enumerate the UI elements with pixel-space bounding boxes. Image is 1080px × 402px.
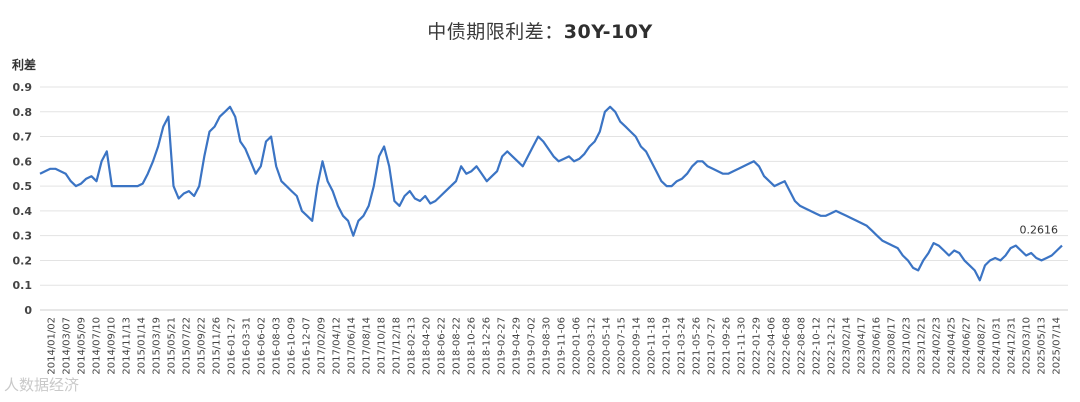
x-tick-label: 2018-02-13 bbox=[407, 317, 418, 375]
x-tick-label: 2016-08-03 bbox=[272, 317, 283, 375]
x-tick-label: 2014/11/13 bbox=[122, 317, 133, 375]
y-tick-label: 0.3 bbox=[13, 230, 33, 243]
y-axis-label: 利差 bbox=[12, 58, 37, 72]
x-tick-label: 2022-12-12 bbox=[827, 317, 838, 375]
x-tick-label: 2021-03-24 bbox=[677, 317, 688, 375]
x-tick-label: 2018-04-20 bbox=[422, 317, 433, 375]
x-tick-label: 2022-04-06 bbox=[767, 317, 778, 375]
y-tick-label: 0.5 bbox=[13, 180, 33, 193]
x-tick-label: 2015/09/22 bbox=[197, 317, 208, 375]
x-tick-label: 2022-10-12 bbox=[812, 317, 823, 375]
x-tick-label: 2019-11-06 bbox=[557, 317, 568, 375]
x-tick-label: 2017/02/09 bbox=[317, 317, 328, 375]
x-tick-label: 2020-09-14 bbox=[632, 317, 643, 375]
x-tick-label: 2016-01-27 bbox=[227, 317, 238, 375]
x-tick-label: 2014/07/10 bbox=[92, 317, 103, 375]
x-tick-label: 2015/01/14 bbox=[137, 317, 148, 375]
x-tick-label: 2022-01-29 bbox=[752, 317, 763, 375]
x-tick-label: 2024/10/31 bbox=[992, 317, 1003, 375]
x-tick-label: 2017/04/12 bbox=[332, 317, 343, 375]
x-tick-label: 2014/09/10 bbox=[107, 317, 118, 375]
x-tick-label: 2021-11-30 bbox=[737, 317, 748, 375]
x-tick-label: 2017/08/14 bbox=[362, 317, 373, 375]
x-tick-label: 2018-10-26 bbox=[467, 317, 478, 375]
y-tick-label: 0.6 bbox=[13, 155, 33, 168]
chart-title-sub: 30Y-10Y bbox=[563, 21, 653, 43]
x-tick-label: 2017/06/14 bbox=[347, 317, 358, 375]
x-tick-label: 2020-11-18 bbox=[647, 317, 658, 375]
x-tick-label: 2014/05/09 bbox=[77, 317, 88, 375]
last-value-label: 0.2616 bbox=[1020, 224, 1059, 237]
x-tick-label: 2014/03/07 bbox=[62, 317, 73, 375]
watermark: 人数据经济 bbox=[4, 376, 80, 394]
x-tick-label: 2018-06-22 bbox=[437, 317, 448, 375]
x-tick-label: 2020-05-14 bbox=[602, 317, 613, 375]
x-tick-label: 2025/05/13 bbox=[1037, 317, 1048, 375]
x-tick-label: 2015/03/19 bbox=[152, 317, 163, 375]
x-tick-label: 2018-08-22 bbox=[452, 317, 463, 375]
x-tick-label: 2021-05-26 bbox=[692, 317, 703, 375]
y-tick-label: 0.8 bbox=[13, 106, 33, 119]
y-tick-label: 0.1 bbox=[13, 279, 33, 292]
x-tick-label: 2025/07/14 bbox=[1052, 317, 1063, 375]
x-tick-label: 2024/08/27 bbox=[977, 317, 988, 375]
x-tick-label: 2023/12/21 bbox=[917, 317, 928, 375]
x-tick-label: 2016-03-31 bbox=[242, 317, 253, 375]
x-tick-label: 2024/02/23 bbox=[932, 317, 943, 375]
x-tick-label: 2024/04/25 bbox=[947, 317, 958, 375]
x-tick-label: 2020-07-15 bbox=[617, 317, 628, 375]
x-tick-label: 2018-12-26 bbox=[482, 317, 493, 375]
series-line bbox=[39, 105, 1063, 282]
x-tick-label: 2016-10-09 bbox=[287, 317, 298, 375]
x-tick-label: 2017/10/18 bbox=[377, 317, 388, 375]
y-tick-label: 0.9 bbox=[13, 81, 33, 94]
x-tick-label: 2020-03-12 bbox=[587, 317, 598, 375]
x-tick-label: 2023/08/17 bbox=[887, 317, 898, 375]
y-tick-label: 0.4 bbox=[13, 205, 33, 218]
x-tick-label: 2023/10/23 bbox=[902, 317, 913, 375]
x-tick-label: 2022-06-08 bbox=[782, 317, 793, 375]
x-tick-label: 2015/11/26 bbox=[212, 317, 223, 375]
x-tick-label: 2025/03/10 bbox=[1022, 317, 1033, 375]
x-tick-label: 2022-08-08 bbox=[797, 317, 808, 375]
x-tick-label: 2023/04/17 bbox=[857, 317, 868, 375]
x-tick-label: 2021-01-19 bbox=[662, 317, 673, 375]
x-tick-label: 2015/07/22 bbox=[182, 317, 193, 375]
x-tick-label: 2016-12-07 bbox=[302, 317, 313, 375]
chart-title-main: 中债期限利差： bbox=[427, 21, 564, 43]
y-tick-label: 0.2 bbox=[13, 254, 33, 267]
x-tick-label: 2024/06/27 bbox=[962, 317, 973, 375]
x-tick-label: 2019-04-29 bbox=[512, 317, 523, 375]
x-tick-label: 2019-07-02 bbox=[527, 317, 538, 375]
x-tick-label: 2023/06/16 bbox=[872, 317, 883, 375]
x-tick-label: 2021-09-26 bbox=[722, 317, 733, 375]
x-tick-label: 2019-02-27 bbox=[497, 317, 508, 375]
chart-title: 中债期限利差：30Y-10Y bbox=[0, 17, 1080, 44]
x-tick-label: 2020-01-06 bbox=[572, 317, 583, 375]
y-tick-label: 0.7 bbox=[13, 131, 33, 144]
y-tick-label: 0 bbox=[24, 304, 32, 317]
x-tick-label: 2015/05/21 bbox=[167, 317, 178, 375]
x-tick-label: 2023/02/14 bbox=[842, 317, 853, 375]
x-tick-label: 2016-06-02 bbox=[257, 317, 268, 375]
x-tick-label: 2021-07-27 bbox=[707, 317, 718, 375]
x-tick-label: 2024/12/31 bbox=[1007, 317, 1018, 375]
x-tick-label: 2017/12/18 bbox=[392, 317, 403, 375]
x-tick-label: 2019-08-30 bbox=[542, 317, 553, 375]
x-tick-label: 2014/01/02 bbox=[47, 317, 58, 375]
